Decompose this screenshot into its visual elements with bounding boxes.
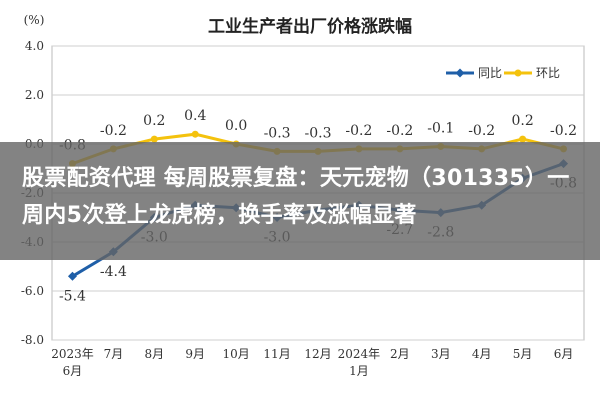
- y-tick-label: 4.0: [25, 39, 44, 53]
- x-tick-label: 12月: [304, 347, 331, 361]
- data-label: 0.0: [225, 118, 247, 134]
- y-tick-label: 2.0: [25, 88, 44, 102]
- data-point: [67, 271, 77, 281]
- chart-title: 工业生产者出厂价格涨跌幅: [208, 16, 412, 37]
- data-label: -4.4: [100, 264, 127, 280]
- x-tick-label: 10月: [223, 347, 250, 361]
- x-tick-label: 4月: [472, 347, 492, 361]
- data-label: 0.2: [511, 113, 533, 129]
- data-point: [519, 135, 527, 143]
- data-label: -0.2: [100, 123, 127, 139]
- x-tick-label: 5月: [513, 347, 533, 361]
- x-tick-label: 2月: [390, 347, 410, 361]
- data-label: -5.4: [59, 288, 86, 304]
- data-label: 0.2: [143, 113, 165, 129]
- data-point: [191, 130, 199, 138]
- legend: 同比 环比: [446, 66, 560, 80]
- x-tick-label: 3月: [431, 347, 451, 361]
- x-tick-label: 6月: [554, 347, 574, 361]
- x-tick-label: 2023年 6月: [51, 347, 94, 378]
- headline-text: 股票配资代理 每周股票复盘：天元宠物（301335）一周内5次登上龙虎榜，换手率…: [22, 166, 570, 228]
- x-tick-label: 2024年 1月: [338, 347, 381, 378]
- data-label: -0.1: [427, 120, 454, 136]
- x-tick-label: 9月: [185, 347, 205, 361]
- x-tick-label: 11月: [263, 347, 290, 361]
- data-label: -0.2: [550, 123, 577, 139]
- data-label: -0.2: [468, 123, 495, 139]
- x-tick-label: 7月: [104, 347, 124, 361]
- data-label: -0.3: [305, 125, 332, 141]
- data-label: -0.2: [386, 123, 413, 139]
- data-label: -0.2: [345, 123, 372, 139]
- y-tick-label: -6.0: [21, 284, 44, 298]
- y-axis-unit: (%): [24, 13, 45, 27]
- y-tick-label: -8.0: [21, 333, 44, 347]
- headline-banner: [0, 142, 600, 260]
- legend-label: 环比: [536, 66, 560, 80]
- x-tick-label: 8月: [144, 347, 164, 361]
- data-point: [150, 135, 158, 143]
- legend-marker: [514, 69, 522, 77]
- legend-label: 同比: [478, 66, 502, 80]
- data-label: -0.3: [264, 125, 291, 141]
- data-label: 0.4: [184, 108, 206, 124]
- legend-marker: [455, 68, 465, 78]
